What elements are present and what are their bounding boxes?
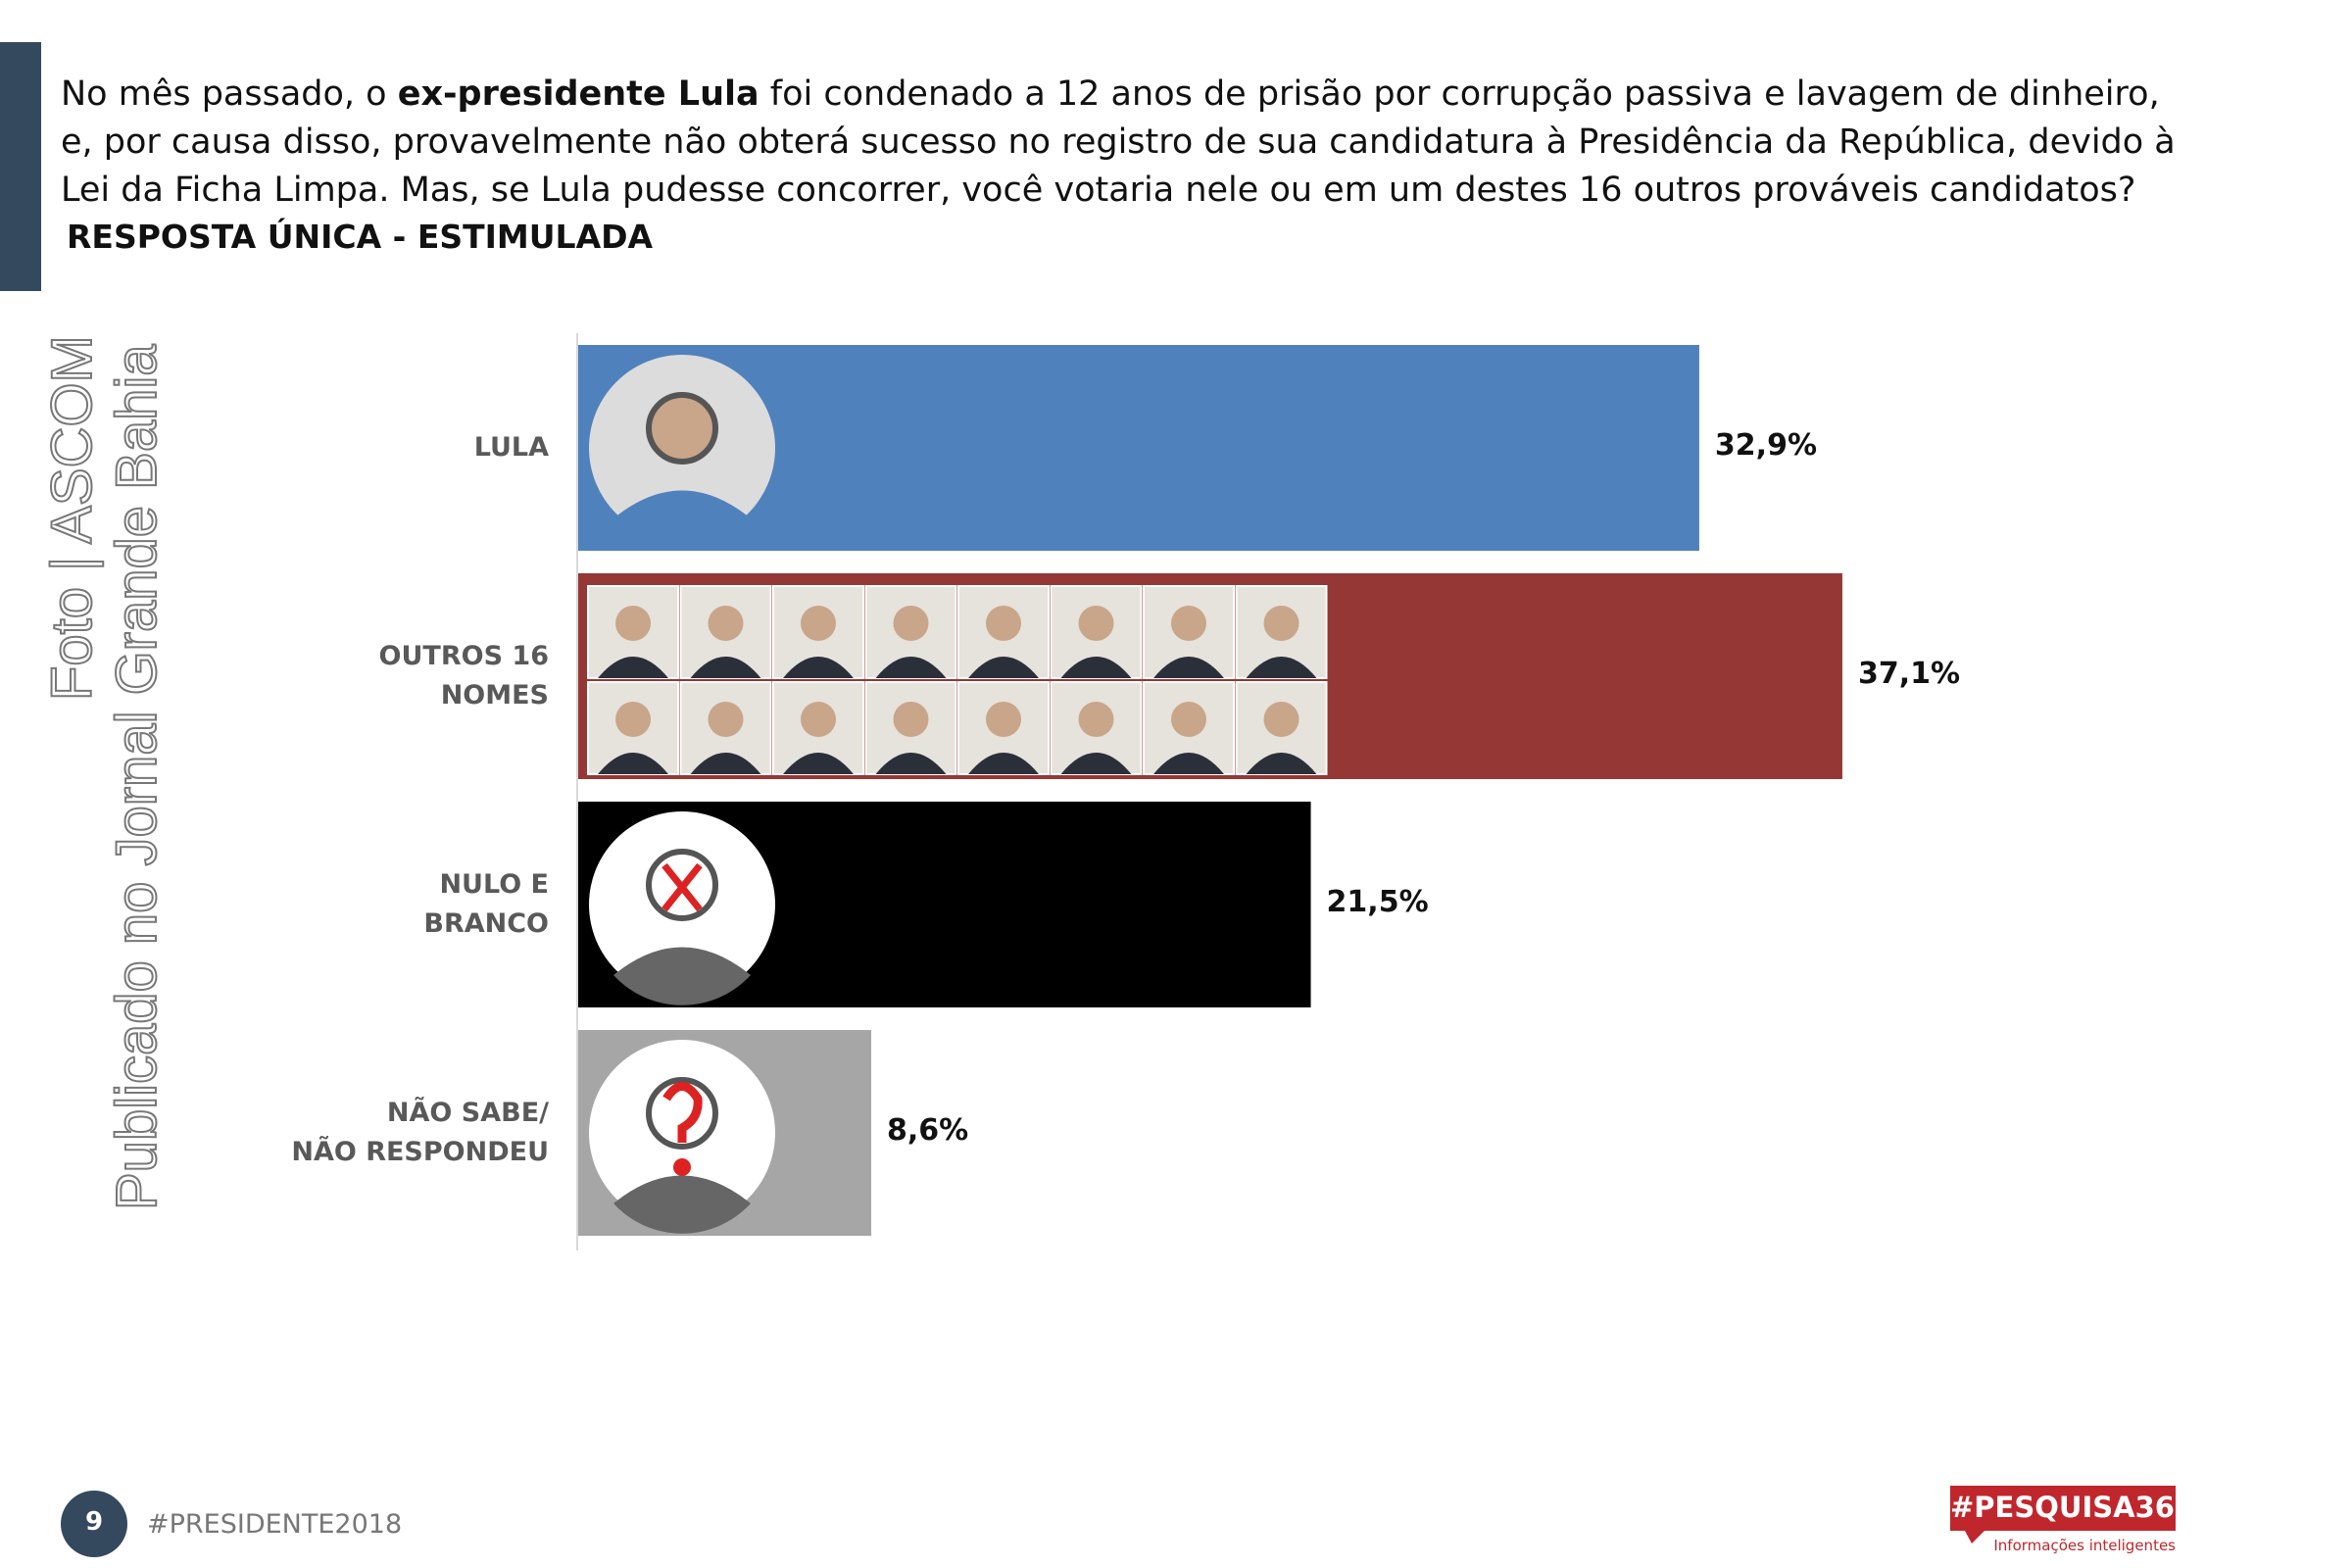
side-credit: Publicado no Jornal Grande Bahia (104, 344, 170, 1211)
portrait-head (646, 392, 718, 465)
portrait-head (1263, 702, 1299, 737)
portrait-head (1078, 606, 1114, 641)
logo-text: #PESQUISA365 (1950, 1491, 2195, 1524)
portrait-head (1078, 702, 1114, 737)
portrait-body (875, 753, 947, 774)
value-label: 21,5% (1326, 885, 1429, 919)
portrait-body (1153, 753, 1224, 774)
portrait-body (1153, 657, 1224, 678)
value-label: 32,9% (1714, 428, 1817, 463)
value-label: 37,1% (1857, 657, 1961, 691)
portrait-body (613, 1175, 751, 1234)
portrait-head (708, 606, 744, 641)
subtitle: RESPOSTA ÚNICA - ESTIMULADA (67, 218, 654, 256)
portrait-body (783, 657, 854, 678)
portrait-head (893, 606, 929, 641)
portrait-body (968, 753, 1039, 774)
portrait-body (1060, 753, 1132, 774)
question-text: foi condenado a 12 anos de prisão por co… (61, 74, 2176, 210)
category-label: LULA (473, 432, 549, 463)
portrait-head (708, 702, 744, 737)
question-bold: ex-presidente Lula (397, 74, 760, 114)
portrait-head (1263, 606, 1299, 641)
portrait-body (690, 753, 761, 774)
portrait-head (801, 702, 836, 737)
portrait-body (875, 657, 947, 678)
category-label: NULO E BRANCO (423, 869, 549, 939)
mark-x (662, 862, 703, 912)
portrait-body (690, 657, 761, 678)
portrait-head (801, 606, 836, 641)
portrait-body (598, 657, 668, 678)
portrait-head (1171, 702, 1206, 737)
question-text: No mês passado, o (61, 74, 398, 114)
value-label: 8,6% (887, 1113, 969, 1148)
accent-bar (0, 42, 41, 291)
portrait-head (986, 702, 1021, 737)
portrait-head (1171, 606, 1206, 641)
portrait-body (1060, 657, 1132, 678)
page-badge (61, 1491, 127, 1557)
mark-q-dot (673, 1158, 691, 1176)
portrait-body (968, 657, 1039, 678)
portrait-head (615, 606, 651, 641)
hashtag: #PRESIDENTE2018 (147, 1509, 403, 1540)
portrait-head (893, 702, 929, 737)
portrait-body (1246, 657, 1317, 678)
mark-q (662, 1082, 703, 1143)
portrait-body (613, 490, 751, 549)
portrait-head (615, 702, 651, 737)
portrait-body (598, 753, 668, 774)
page-number: 9 (84, 1507, 104, 1537)
photos (587, 355, 1328, 1234)
side-credit: Foto | ASCOM (39, 334, 105, 702)
portrait-body (1246, 753, 1317, 774)
category-label: OUTROS 16 NOMES (378, 641, 549, 710)
category-label: NÃO SABE/ NÃO RESPONDEU (291, 1098, 549, 1167)
logo-tail (1965, 1531, 1984, 1544)
portrait-body (783, 753, 854, 774)
question: No mês passado, o ex-presidente Lula foi… (61, 71, 2197, 215)
portrait-body (613, 947, 751, 1005)
portrait-head (986, 606, 1021, 641)
logo-box (1950, 1486, 2176, 1531)
logo-tagline: Informações inteligentes (1993, 1537, 2176, 1554)
